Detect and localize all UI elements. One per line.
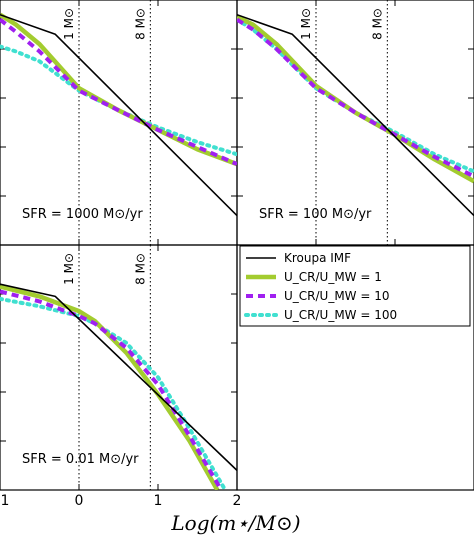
reference-line-label-1: 8 M⊙: [133, 8, 147, 40]
x-tick-label: 2: [233, 493, 242, 509]
series-line-2: [0, 289, 223, 490]
x-tick-label: 1: [154, 493, 163, 509]
series-line-0: [0, 13, 237, 217]
series-line-0: [0, 283, 237, 471]
x-tick-label: 1: [1, 493, 10, 509]
panel-frames: [0, 0, 474, 491]
x-axis-label: Log(m⋆/M⊙): [170, 511, 300, 535]
panel-bottom-right-frame: [236, 244, 474, 491]
reference-line-label-0: 1 M⊙: [299, 8, 313, 40]
sfr-annotation: SFR = 0.01 M⊙/yr: [22, 452, 139, 467]
legend-label-2: U_CR/U_MW = 10: [284, 289, 390, 303]
panel-annotations: SFR = 1000 M⊙/yr SFR = 100 M⊙/yr SFR = 0.0…: [22, 207, 372, 467]
series-line-1: [237, 15, 474, 184]
series-group-top-left: [0, 12, 237, 217]
sfr-annotation: SFR = 1000 M⊙/yr: [22, 207, 143, 222]
series-line-3: [0, 44, 237, 157]
reference-line-label-0: 1 M⊙: [62, 8, 76, 40]
legend: Kroupa IMF U_CR/U_MW = 1 U_CR/U_MW = 10 U_C…: [239, 245, 471, 327]
series-lines: [0, 12, 474, 490]
series-line-2: [237, 17, 474, 179]
series-line-2: [0, 18, 237, 166]
legend-label-1: U_CR/U_MW = 1: [284, 270, 382, 284]
x-tick-label: 0: [75, 493, 84, 509]
reference-line-label-1: 8 M⊙: [370, 8, 384, 40]
legend-label-0: Kroupa IMF: [284, 251, 351, 265]
reference-lines: 1 M⊙ 8 M⊙ 1 M⊙ 8 M⊙ 1 M⊙ 8 M⊙: [62, 0, 388, 490]
reference-line-label-1: 8 M⊙: [133, 253, 147, 285]
reference-line-label-0: 1 M⊙: [62, 253, 76, 285]
legend-entries: Kroupa IMF U_CR/U_MW = 1 U_CR/U_MW = 10 U_C…: [244, 251, 397, 322]
x-tick-labels: 1 0 1 2: [1, 493, 242, 509]
series-group-bottom-left: [0, 283, 237, 490]
sfr-annotation: SFR = 100 M⊙/yr: [259, 207, 372, 222]
series-line-0: [237, 13, 474, 217]
series-group-top-right: [237, 13, 474, 217]
legend-box: [239, 245, 471, 327]
legend-label-3: U_CR/U_MW = 100: [284, 308, 397, 322]
